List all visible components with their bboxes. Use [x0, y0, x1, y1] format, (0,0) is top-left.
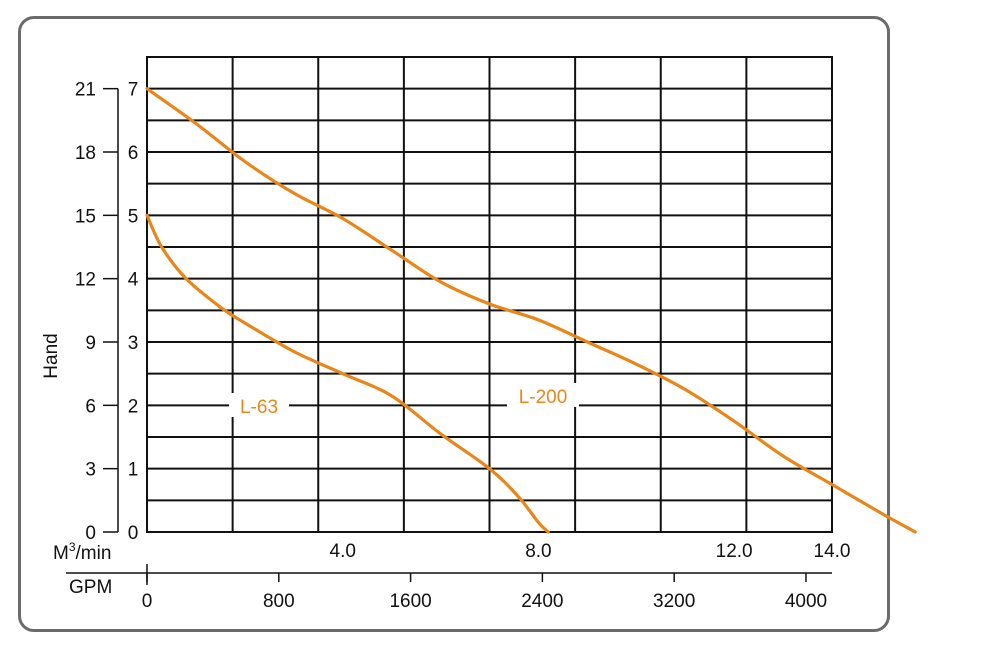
y-tick-label-outer: 0	[85, 523, 96, 544]
x-tick-label-gpm: 1600	[389, 591, 431, 612]
series-line-l-200	[145, 87, 917, 534]
y-tick-label-outer: 6	[85, 396, 96, 417]
x-axis-label-m3min: M3/min	[53, 540, 111, 564]
y-tick-label-inner: 6	[128, 143, 139, 164]
x-axis-label-gpm: GPM	[69, 577, 112, 598]
y-axis-label: Hand	[41, 333, 62, 378]
series-label-l-63: L-63	[240, 397, 278, 418]
y-tick-label-outer: 18	[75, 143, 96, 164]
y-tick-label-inner: 3	[128, 333, 139, 354]
y-tick-label-inner: 5	[128, 206, 139, 227]
x-tick-label-gpm: 0	[142, 591, 153, 612]
y-tick-label-inner: 4	[128, 270, 139, 291]
y-tick-label-outer: 9	[85, 333, 96, 354]
series-label-l-200: L-200	[519, 387, 568, 408]
y-tick-label-inner: 0	[128, 523, 139, 544]
x-tick-label-m3min: 8.0	[525, 541, 551, 562]
y-tick-label-inner: 2	[128, 396, 139, 417]
x-tick-label-gpm: 4000	[785, 591, 827, 612]
x-tick-label-gpm: 3200	[653, 591, 695, 612]
y-tick-label-inner: 1	[128, 460, 139, 481]
series-line-l-63	[145, 213, 550, 534]
y-tick-label-outer: 21	[75, 80, 96, 101]
series-label-bg	[507, 383, 579, 407]
chart-frame	[18, 16, 890, 632]
series-label-bg	[229, 393, 289, 417]
series-labels: L-63 L-200	[229, 383, 579, 418]
x-tick-label-m3min: 4.0	[330, 541, 356, 562]
x-tick-label-m3min: 12.0	[716, 541, 753, 562]
y-tick-label-outer: 12	[75, 270, 96, 291]
x-tick-label-m3min: 14.0	[814, 541, 851, 562]
y-tick-label-inner: 7	[128, 80, 139, 101]
plot-grid	[146, 56, 833, 533]
x-tick-label-gpm: 800	[263, 591, 295, 612]
y-tick-label-outer: 15	[75, 206, 96, 227]
x-tick-label-gpm: 2400	[521, 591, 563, 612]
y-tick-label-outer: 3	[85, 460, 96, 481]
series-curves	[145, 87, 917, 534]
